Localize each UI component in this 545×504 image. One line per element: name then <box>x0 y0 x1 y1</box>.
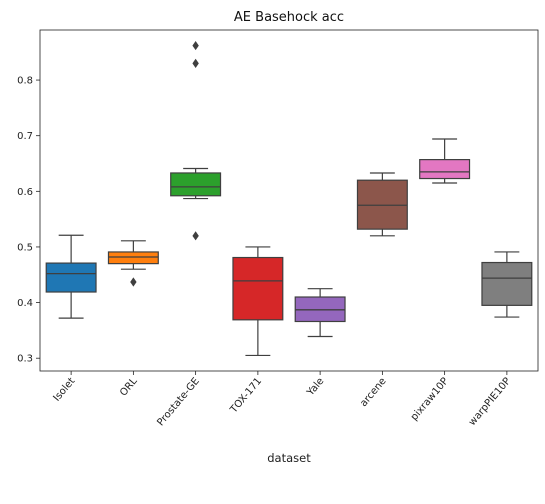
box-ORL <box>107 251 159 265</box>
y-tick-label: 0.6 <box>17 187 33 198</box>
x-tick-label: TOX-171 <box>228 376 264 416</box>
outlier-point <box>192 40 199 51</box>
x-tick-label: warpPIE10P <box>467 376 513 428</box>
box-pixraw10P <box>419 159 471 180</box>
box-warpPIE10P <box>481 261 533 306</box>
outlier-point <box>192 231 199 241</box>
plot-area: 0.3 0.4 0.5 0.6 0.7 0.8 Isolet ORL Prostate-GE TO… <box>17 40 533 428</box>
x-tick-label: arcene <box>358 376 388 409</box>
plot-frame <box>39 29 539 372</box>
outlier-point <box>192 58 199 68</box>
chart-title: AE Basehock acc <box>234 10 344 25</box>
y-tick-label: 0.7 <box>17 131 33 142</box>
outlier-point <box>130 277 137 287</box>
y-tick-label: 0.3 <box>17 354 33 365</box>
x-axis-label: dataset <box>267 451 311 465</box>
y-tick-label: 0.4 <box>17 298 33 309</box>
x-tick-label: Isolet <box>52 376 78 404</box>
y-tick-label: 0.5 <box>17 242 33 253</box>
x-tick-label: pixraw10P <box>409 376 451 423</box>
box-TOX-171 <box>232 256 284 321</box>
x-tick-label: ORL <box>118 376 140 399</box>
box-Isolet <box>45 262 97 293</box>
x-tick-label: Yale <box>305 376 327 399</box>
x-tick-label: Prostate-GE <box>155 376 202 428</box>
y-tick-label: 0.8 <box>17 76 33 87</box>
box-Prostate-GE <box>170 172 222 197</box>
